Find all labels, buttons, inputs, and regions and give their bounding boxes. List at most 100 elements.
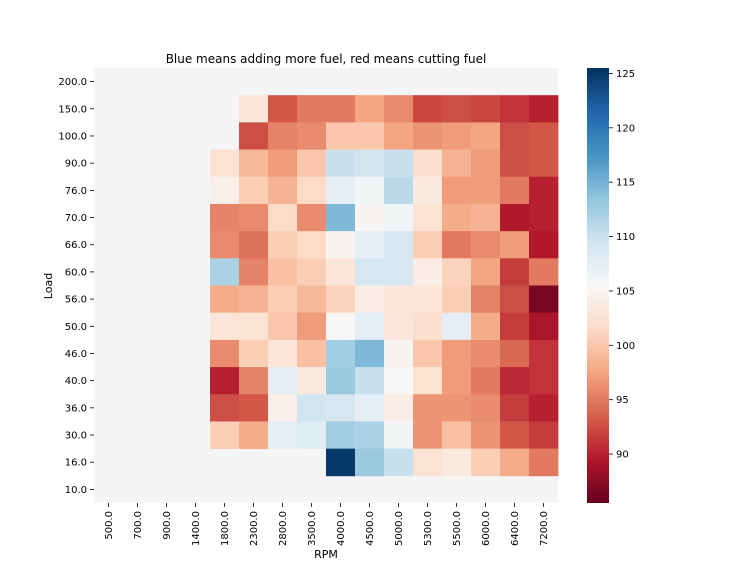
heatmap-cell <box>326 149 356 178</box>
heatmap-cell <box>442 367 472 395</box>
x-tick-label: 1400.0 <box>191 511 202 546</box>
heatmap-cell <box>355 367 385 395</box>
heatmap-cell <box>471 176 501 205</box>
heatmap-cell <box>500 312 530 341</box>
x-tick-label: 4500.0 <box>365 511 376 546</box>
heatmap-cell <box>500 339 530 368</box>
y-tick-label: 10.0 <box>65 485 87 496</box>
heatmap-cell <box>529 339 559 368</box>
heatmap-cell <box>471 448 501 477</box>
heatmap-cell <box>210 203 240 232</box>
heatmap-cell <box>239 367 269 395</box>
heatmap-cell <box>529 122 559 150</box>
x-tick-label: 2300.0 <box>249 511 260 546</box>
heatmap-cell <box>297 149 327 178</box>
y-tick-label: 56.0 <box>65 295 87 306</box>
heatmap-cell <box>210 421 240 450</box>
colorbar-tick-label: 90 <box>616 450 629 461</box>
heatmap-cell <box>500 258 530 286</box>
heatmap-cell <box>384 421 414 450</box>
heatmap-cell <box>326 339 356 368</box>
heatmap-cell <box>471 203 501 232</box>
heatmap-cell <box>442 203 472 232</box>
heatmap-cell <box>297 95 327 123</box>
heatmap-cell <box>500 448 530 477</box>
heatmap-cell <box>471 149 501 178</box>
x-tick-label: 7200.0 <box>539 511 550 546</box>
y-tick-label: 50.0 <box>65 322 87 333</box>
y-tick-label: 100.0 <box>58 131 87 142</box>
heatmap-cell <box>471 339 501 368</box>
heatmap-cell <box>239 176 269 205</box>
x-tick-label: 2800.0 <box>278 511 289 546</box>
heatmap-cells <box>210 95 559 477</box>
heatmap-cell <box>326 421 356 450</box>
heatmap-cell <box>413 367 443 395</box>
x-tick-label: 5500.0 <box>452 511 463 546</box>
heatmap-cell <box>326 394 356 422</box>
heatmap-cell <box>268 149 298 178</box>
y-tick-label: 16.0 <box>65 458 87 469</box>
heatmap-cell <box>268 122 298 150</box>
heatmap-cell <box>384 203 414 232</box>
heatmap-cell <box>268 367 298 395</box>
heatmap-cell <box>529 231 559 259</box>
heatmap-cell <box>500 285 530 314</box>
heatmap-cell <box>355 122 385 150</box>
heatmap-cell <box>210 258 240 286</box>
heatmap-cell <box>239 394 269 422</box>
heatmap-cell <box>442 122 472 150</box>
heatmap-cell <box>297 421 327 450</box>
heatmap-cell <box>239 95 269 123</box>
heatmap-cell <box>442 339 472 368</box>
heatmap-cell <box>297 203 327 232</box>
heatmap-cell <box>529 312 559 341</box>
heatmap-cell <box>239 203 269 232</box>
heatmap-cell <box>355 149 385 178</box>
x-tick-label: 3500.0 <box>307 511 318 546</box>
y-tick-label: 60.0 <box>65 267 87 278</box>
heatmap-cell <box>471 421 501 450</box>
heatmap-cell <box>442 258 472 286</box>
heatmap-cell <box>471 258 501 286</box>
heatmap-cell <box>500 421 530 450</box>
heatmap-cell <box>442 312 472 341</box>
heatmap-cell <box>471 394 501 422</box>
heatmap-cell <box>471 285 501 314</box>
heatmap-cell <box>500 122 530 150</box>
heatmap-cell <box>239 312 269 341</box>
y-axis: 200.0 150.0 100.0 90.0 76.0 70.0 66.0 60.0 56.0 5… <box>58 77 94 496</box>
heatmap-cell <box>355 176 385 205</box>
y-tick-label: 200.0 <box>58 77 87 88</box>
heatmap-cell <box>384 149 414 178</box>
heatmap-cell <box>471 231 501 259</box>
colorbar-tick-label: 110 <box>616 232 635 243</box>
heatmap-cell <box>413 149 443 178</box>
heatmap-cell <box>384 258 414 286</box>
heatmap-cell <box>326 231 356 259</box>
heatmap-cell <box>442 95 472 123</box>
heatmap-cell <box>384 394 414 422</box>
heatmap-cell <box>500 176 530 205</box>
colorbar-tick-label: 115 <box>616 178 635 189</box>
x-tick-label: 1800.0 <box>220 511 231 546</box>
heatmap-cell <box>471 122 501 150</box>
colorbar-tick-label: 100 <box>616 341 635 352</box>
heatmap-cell <box>326 122 356 150</box>
heatmap-cell <box>268 394 298 422</box>
heatmap-cell <box>210 312 240 341</box>
heatmap-cell <box>413 176 443 205</box>
heatmap-cell <box>210 231 240 259</box>
heatmap-cell <box>268 285 298 314</box>
heatmap-cell <box>384 285 414 314</box>
heatmap-cell <box>500 394 530 422</box>
heatmap-cell <box>355 421 385 450</box>
heatmap-cell <box>413 394 443 422</box>
heatmap-cell <box>210 367 240 395</box>
heatmap-cell <box>355 95 385 123</box>
heatmap-cell <box>355 339 385 368</box>
heatmap-cell <box>529 149 559 178</box>
heatmap-cell <box>384 339 414 368</box>
x-tick-label: 6000.0 <box>481 511 492 546</box>
